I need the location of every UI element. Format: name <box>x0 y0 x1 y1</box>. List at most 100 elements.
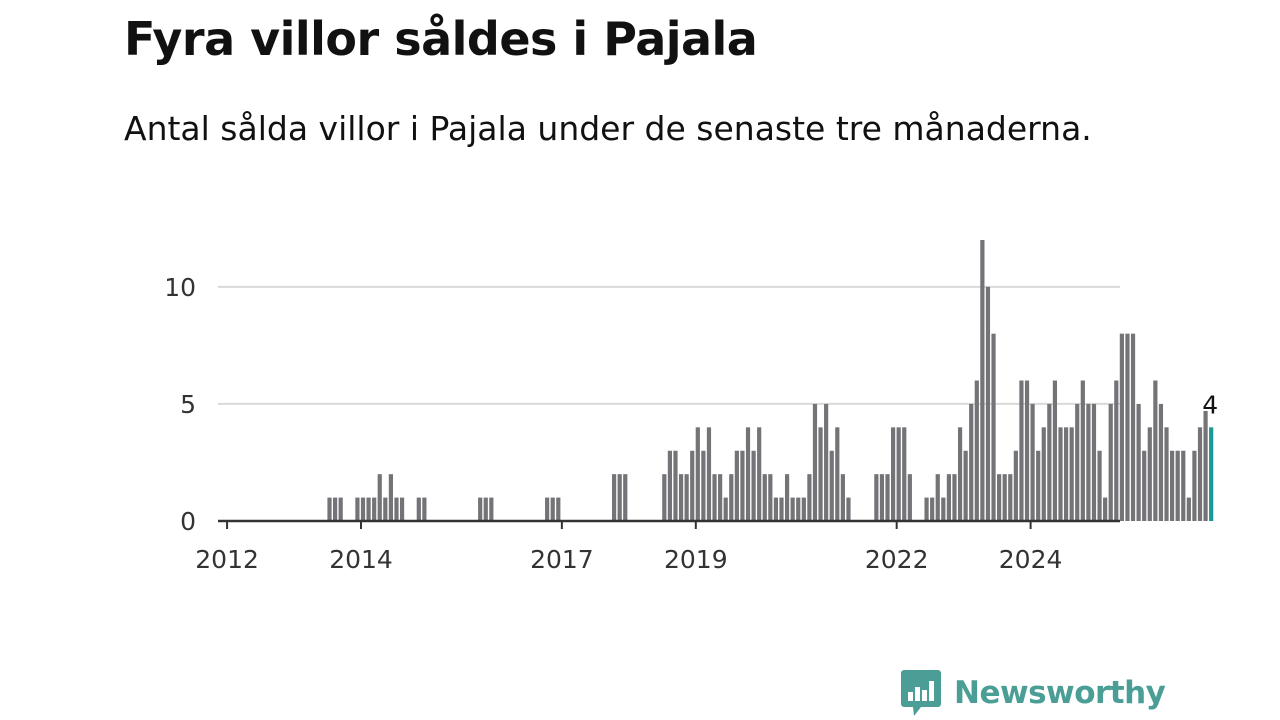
bar <box>623 474 628 521</box>
x-axis <box>218 519 1120 529</box>
bar <box>829 450 834 521</box>
y-tick-label: 0 <box>180 507 196 536</box>
annotations: 4 <box>1202 390 1218 419</box>
bar <box>478 497 483 521</box>
bar <box>935 474 940 521</box>
bar <box>690 450 695 521</box>
bar <box>946 474 951 521</box>
bar <box>1142 450 1147 521</box>
bar <box>1108 403 1113 521</box>
x-tick-label: 2024 <box>999 545 1063 574</box>
bar <box>1019 380 1024 521</box>
bar <box>355 497 360 521</box>
bar <box>422 497 427 521</box>
bar <box>980 240 985 521</box>
bar <box>388 474 393 521</box>
bar <box>617 474 622 521</box>
chart-subtitle: Antal sålda villor i Pajala under de sen… <box>124 109 1092 148</box>
bar <box>1041 427 1046 521</box>
bar <box>1130 333 1136 521</box>
bar <box>1136 403 1141 521</box>
bar <box>1192 450 1197 521</box>
bar <box>807 474 812 521</box>
bar <box>1175 450 1180 521</box>
bar <box>1147 427 1152 521</box>
bar <box>366 497 371 521</box>
bar <box>712 474 717 521</box>
x-tick-labels: 2012 2014 2017 2019 2022 2024 <box>195 545 1062 574</box>
bar <box>818 427 823 521</box>
x-tick-label: 2019 <box>664 545 728 574</box>
bar <box>1047 403 1052 521</box>
y-tick-labels: 0 5 10 <box>164 273 196 536</box>
bar <box>1197 427 1203 521</box>
bar <box>372 497 377 521</box>
bar <box>784 474 790 521</box>
bar <box>1153 380 1158 521</box>
bar <box>1002 474 1007 521</box>
bar <box>1075 403 1080 521</box>
bar <box>824 403 829 521</box>
bar <box>762 474 767 521</box>
bar <box>489 497 494 521</box>
bar <box>1063 427 1069 521</box>
bar <box>952 474 957 521</box>
bar <box>556 497 561 521</box>
bar <box>796 497 801 521</box>
bar <box>718 474 723 521</box>
bar <box>997 474 1002 521</box>
bar <box>723 497 728 521</box>
bar <box>1036 450 1041 521</box>
bar <box>957 427 963 521</box>
bar <box>550 497 555 521</box>
bar <box>941 497 946 521</box>
bar <box>1114 380 1119 521</box>
bar <box>1052 380 1058 521</box>
bar <box>801 497 806 521</box>
bar <box>327 497 332 521</box>
bar <box>612 474 617 521</box>
bar <box>896 427 901 521</box>
x-tick-label: 2017 <box>530 545 594 574</box>
bar <box>924 497 929 521</box>
bar <box>1080 380 1085 521</box>
bar <box>751 450 756 521</box>
bar <box>360 497 366 521</box>
bar <box>1024 380 1030 521</box>
bar <box>1091 403 1097 521</box>
bar <box>734 450 739 521</box>
bar <box>835 427 840 521</box>
bar <box>545 497 550 521</box>
bar-chart: 0 5 10 2012 2014 2017 2019 2022 2024 4 <box>164 240 1218 574</box>
bar <box>416 497 421 521</box>
bar <box>891 427 896 521</box>
bar <box>991 333 996 521</box>
bar <box>333 497 338 521</box>
bar <box>383 497 388 521</box>
bar <box>673 450 678 521</box>
bar <box>1203 410 1208 521</box>
brand-logo: Newsworthy <box>900 666 1166 720</box>
bar <box>701 450 706 521</box>
bar <box>745 427 751 521</box>
y-tick-label: 5 <box>180 390 196 419</box>
bar <box>1119 333 1124 521</box>
bar <box>1170 450 1175 521</box>
bars <box>327 240 1214 521</box>
bar <box>338 497 343 521</box>
bar <box>879 474 885 521</box>
bar <box>768 474 773 521</box>
x-tick-label: 2014 <box>329 545 393 574</box>
bar <box>840 474 845 521</box>
bar <box>399 497 405 521</box>
bar <box>902 427 907 521</box>
bar <box>1008 474 1013 521</box>
bar <box>874 474 879 521</box>
gridlines <box>218 285 1120 405</box>
brand-name: Newsworthy <box>954 675 1166 711</box>
bar <box>695 427 700 521</box>
bar <box>667 450 672 521</box>
bar <box>1186 497 1191 521</box>
bar <box>1158 403 1164 521</box>
bar <box>1164 427 1169 521</box>
